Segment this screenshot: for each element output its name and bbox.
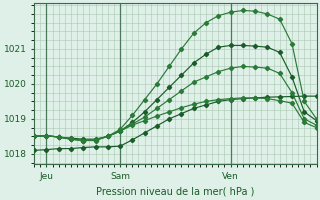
X-axis label: Pression niveau de la mer( hPa ): Pression niveau de la mer( hPa ) bbox=[96, 187, 254, 197]
